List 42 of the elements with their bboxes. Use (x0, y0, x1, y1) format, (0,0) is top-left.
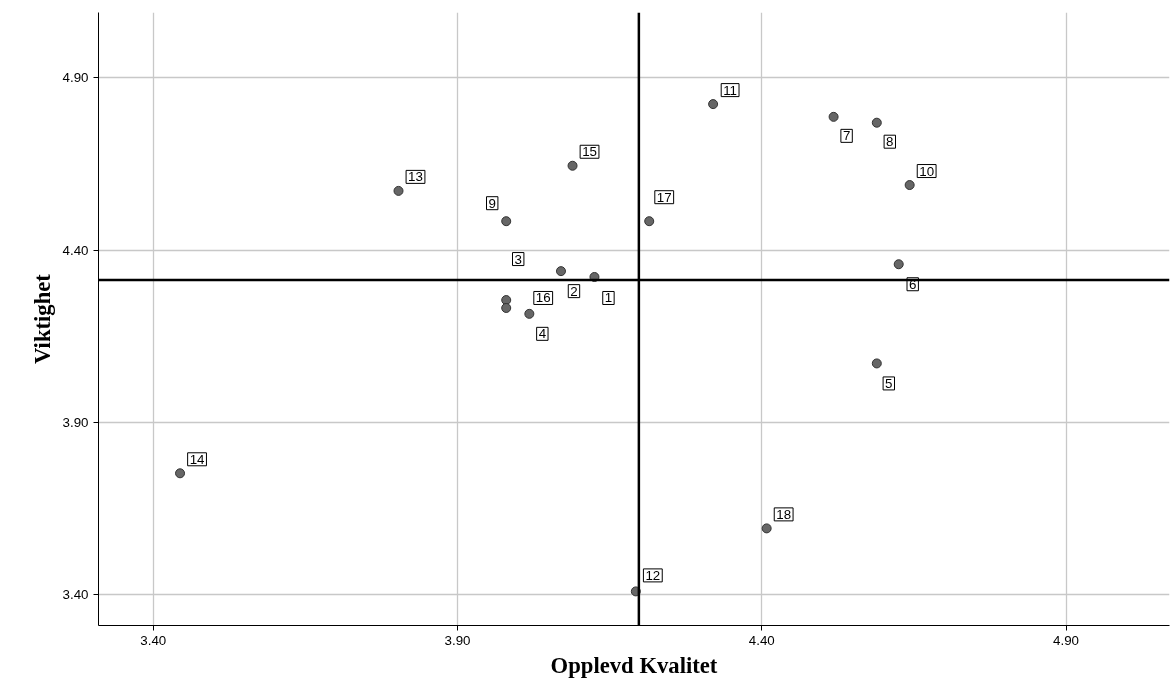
text: 15 (582, 144, 597, 160)
text: 1 (604, 290, 613, 306)
text: 10 (919, 163, 935, 179)
text: 14 (189, 451, 205, 467)
point (828, 111, 839, 122)
x-tick-label: 3.90 (444, 632, 471, 648)
point (524, 308, 535, 319)
point (871, 117, 882, 128)
text: 2 (570, 283, 578, 299)
point (501, 216, 512, 227)
text: 9 (488, 195, 496, 211)
x-axis-title: Opplevd Kvalitet (550, 652, 718, 678)
y-tick-label: 3.90 (62, 414, 89, 430)
text: 13 (408, 169, 423, 185)
text: 17 (656, 189, 672, 205)
x-tick-label: 4.90 (1053, 632, 1080, 648)
point (871, 358, 882, 369)
point (393, 185, 404, 196)
text: 12 (645, 567, 661, 583)
point (175, 468, 186, 479)
text: 5 (885, 375, 893, 391)
point (708, 99, 719, 110)
point (644, 216, 655, 227)
point (904, 180, 915, 191)
x-tick-label: 4.40 (748, 632, 775, 648)
text: 11 (723, 82, 738, 98)
point (555, 266, 566, 277)
x-tick-label: 3.40 (140, 632, 167, 648)
point (501, 302, 512, 313)
point (761, 523, 772, 534)
y-tick-label: 3.40 (62, 587, 89, 603)
point (893, 259, 904, 270)
y-tick-label: 4.40 (62, 242, 89, 258)
y-tick-label: 4.90 (62, 70, 89, 86)
text: 16 (535, 290, 551, 306)
text: 8 (886, 134, 894, 150)
y-axis-title: Viktighet (29, 273, 55, 364)
text: 18 (776, 506, 792, 522)
point (567, 160, 578, 171)
text: 4 (538, 326, 547, 342)
text: 3 (514, 251, 522, 267)
text: 7 (842, 128, 851, 144)
